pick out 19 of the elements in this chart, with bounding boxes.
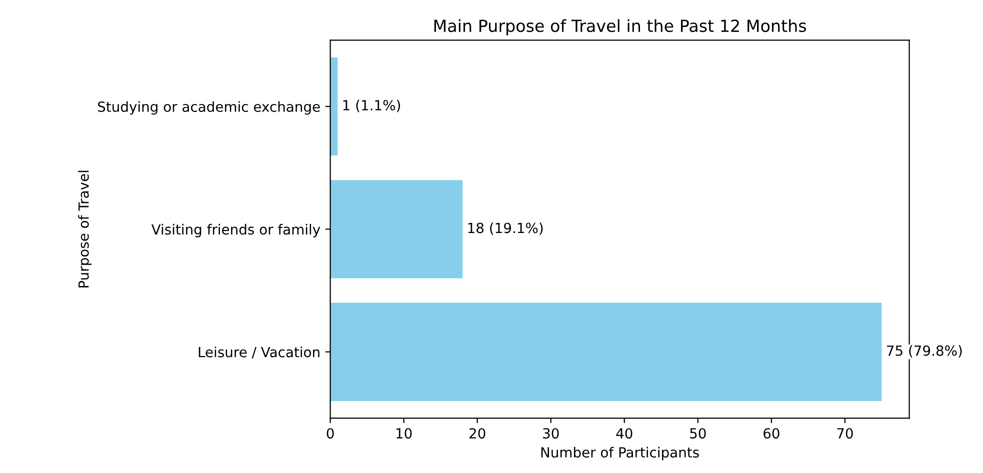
data-label: 75 (79.8%) [887, 345, 962, 358]
x-tick-label: 60 [764, 428, 780, 439]
y-tick-label: Studying or academic exchange [98, 101, 320, 115]
x-tick-label: 10 [396, 428, 412, 439]
data-label: 1 (1.1%) [343, 100, 400, 112]
x-tick-label: 0 [326, 428, 334, 439]
bar [330, 180, 463, 278]
y-axis-title: Purpose of Travel [78, 170, 92, 288]
x-axis-title: Number of Participants [541, 446, 699, 460]
x-tick-label: 40 [616, 428, 632, 439]
x-tick-label: 20 [470, 428, 486, 439]
x-tick-label: 30 [543, 428, 559, 439]
x-tick-label: 50 [690, 428, 706, 439]
y-tick-label: Visiting friends or family [151, 224, 320, 238]
chart-title: Main Purpose of Travel in the Past 12 Months [434, 19, 806, 36]
y-tick-label: Leisure / Vacation [198, 346, 320, 358]
x-tick-label: 70 [837, 428, 853, 439]
data-label: 18 (19.1%) [468, 222, 543, 235]
bar [330, 302, 882, 401]
